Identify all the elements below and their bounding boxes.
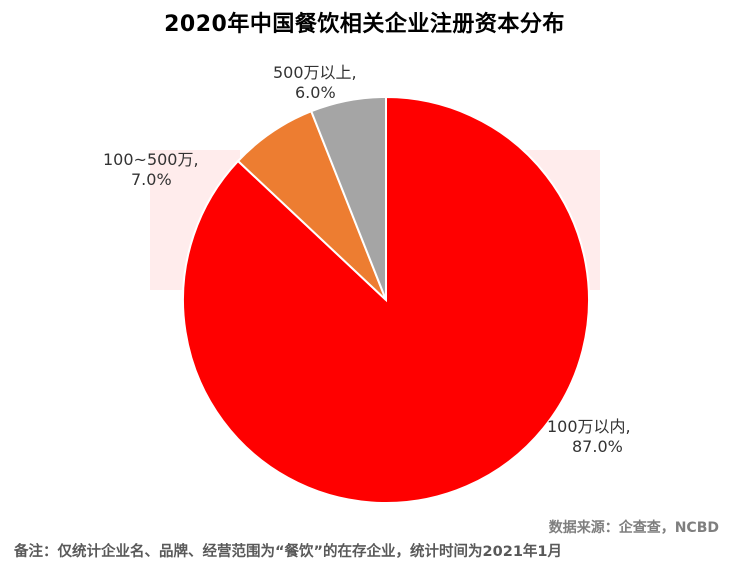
slice-label-2: 500万以上, 6.0% bbox=[273, 63, 357, 103]
slice-label-0: 100万以内, 87.0% bbox=[547, 417, 631, 457]
slice-label-1-name: 100~500万, bbox=[103, 150, 199, 169]
slice-label-0-value: 87.0% bbox=[572, 437, 623, 456]
slice-label-2-name: 500万以上, bbox=[273, 63, 357, 82]
slice-label-1-value: 7.0% bbox=[131, 170, 172, 189]
chart-title: 2020年中国餐饮相关企业注册资本分布 bbox=[164, 12, 565, 37]
pie-slice-2 bbox=[309, 95, 387, 301]
footnote: 备注：仅统计企业名、品牌、经营范围为“餐饮”的在存企业，统计时间为2021年1月 bbox=[14, 544, 563, 560]
slice-label-2-value: 6.0% bbox=[295, 83, 336, 102]
slice-label-1: 100~500万, 7.0% bbox=[103, 150, 199, 190]
slice-label-0-name: 100万以内, bbox=[547, 417, 631, 436]
data-source: 数据来源：企查查，NCBD bbox=[548, 520, 719, 536]
